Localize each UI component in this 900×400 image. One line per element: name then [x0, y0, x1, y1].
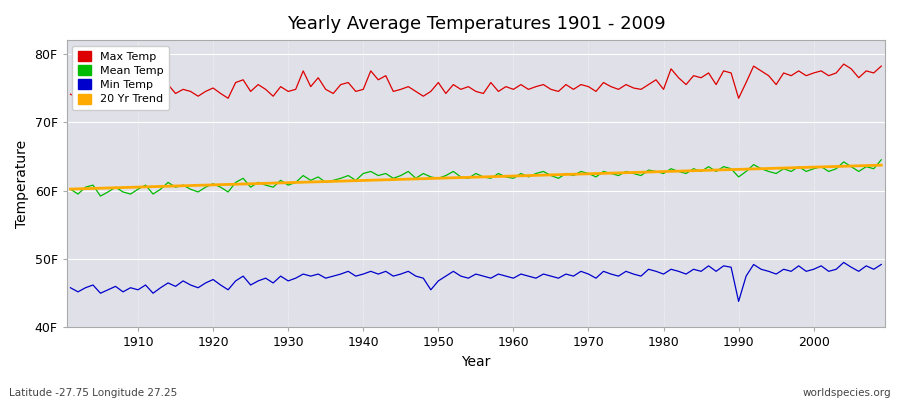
Mean Temp	[132, 187, 143, 192]
Max Temp	[95, 98, 106, 103]
Title: Yearly Average Temperatures 1901 - 2009: Yearly Average Temperatures 1901 - 2009	[286, 15, 665, 33]
20 Yr Trend	[125, 185, 136, 190]
20 Yr Trend	[500, 174, 511, 179]
Min Temp	[336, 272, 346, 276]
Max Temp	[516, 82, 526, 87]
Min Temp	[838, 260, 849, 265]
Line: Min Temp: Min Temp	[70, 262, 881, 302]
Mean Temp	[95, 194, 106, 198]
Line: 20 Yr Trend: 20 Yr Trend	[70, 165, 881, 189]
Max Temp	[65, 92, 76, 96]
Max Temp	[508, 87, 518, 92]
Min Temp	[65, 285, 76, 290]
Mean Temp	[298, 173, 309, 178]
X-axis label: Year: Year	[461, 355, 491, 369]
Mean Temp	[65, 187, 76, 192]
20 Yr Trend	[336, 179, 346, 184]
Max Temp	[298, 68, 309, 73]
Max Temp	[838, 62, 849, 66]
Mean Temp	[606, 171, 616, 176]
Mean Temp	[508, 176, 518, 181]
Min Temp	[508, 276, 518, 280]
20 Yr Trend	[65, 187, 76, 192]
Text: Latitude -27.75 Longitude 27.25: Latitude -27.75 Longitude 27.25	[9, 388, 177, 398]
20 Yr Trend	[598, 171, 609, 176]
20 Yr Trend	[291, 180, 302, 185]
Max Temp	[606, 84, 616, 89]
Mean Temp	[343, 173, 354, 178]
Min Temp	[876, 262, 886, 267]
Min Temp	[125, 285, 136, 290]
20 Yr Trend	[876, 163, 886, 168]
Max Temp	[876, 64, 886, 68]
Min Temp	[500, 274, 511, 278]
Max Temp	[343, 80, 354, 85]
Legend: Max Temp, Mean Temp, Min Temp, 20 Yr Trend: Max Temp, Mean Temp, Min Temp, 20 Yr Tre…	[72, 46, 169, 110]
Text: worldspecies.org: worldspecies.org	[803, 388, 891, 398]
Min Temp	[291, 276, 302, 280]
Mean Temp	[876, 158, 886, 162]
Mean Temp	[516, 171, 526, 176]
Y-axis label: Temperature: Temperature	[15, 140, 29, 228]
Min Temp	[598, 269, 609, 274]
Line: Max Temp: Max Temp	[70, 64, 881, 100]
Line: Mean Temp: Mean Temp	[70, 160, 881, 196]
20 Yr Trend	[508, 174, 518, 178]
Min Temp	[734, 299, 744, 304]
Max Temp	[132, 92, 143, 97]
